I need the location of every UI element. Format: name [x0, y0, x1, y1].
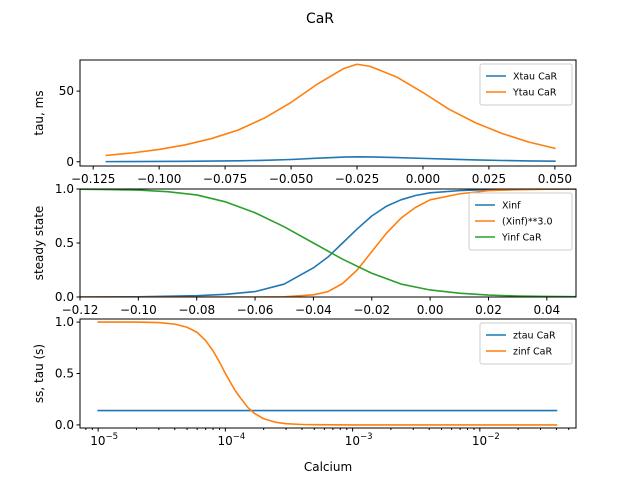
- series-line-xinf: [80, 189, 576, 297]
- axes-frame: [79, 59, 577, 167]
- y-tick-label: 1.0: [55, 182, 74, 196]
- x-tick-label: −0.025: [335, 172, 379, 186]
- figure-title: CaR: [306, 11, 334, 27]
- subplot-2: −0.12 −0.10 −0.08 −0.06 −0.04 −0.02 0.00 0.02 0.…: [32, 182, 577, 317]
- y-axis-label: tau, ms: [32, 90, 46, 135]
- legend: ztau CaR zinf CaR: [479, 322, 573, 365]
- x-tick-label: 10−3: [345, 432, 373, 448]
- legend-label: ztau CaR: [513, 331, 556, 342]
- plots: −0.125 −0.100 −0.075 −0.050 −0.025 0.000 0.025…: [32, 59, 577, 474]
- x-tick-label: −0.08: [178, 303, 215, 317]
- legend-label: Ytau CaR: [512, 88, 557, 99]
- y-axis-label: ss, tau (s): [32, 344, 46, 403]
- legend-box: [479, 322, 573, 365]
- legend-label: Yinf CaR: [501, 233, 542, 244]
- x-tick-label: −0.12: [62, 303, 99, 317]
- x-tick-label: −0.04: [295, 303, 332, 317]
- y-tick-label: 1.0: [55, 315, 74, 329]
- x-tick-label: −0.02: [353, 303, 390, 317]
- x-tick-label: 10−5: [90, 432, 118, 448]
- y-tick-label: 0.0: [55, 290, 74, 304]
- subplot-1: −0.125 −0.100 −0.075 −0.050 −0.025 0.000 0.025…: [32, 59, 577, 186]
- y-tick-label: 0.5: [55, 367, 74, 381]
- x-tick-label: 10−2: [472, 432, 500, 448]
- series-line-zinf-car: [97, 321, 558, 426]
- y-tick-label: 0.5: [55, 236, 74, 250]
- x-tick-label: −0.06: [237, 303, 274, 317]
- legend-label: Xinf: [502, 201, 521, 212]
- legend: Xtau CaR Ytau CaR: [479, 63, 573, 106]
- legend-label: zinf CaR: [513, 347, 552, 358]
- y-tick-label: 50: [59, 84, 74, 98]
- x-tick-label: −0.125: [71, 172, 115, 186]
- y-tick-label: 0.0: [55, 418, 74, 432]
- x-tick-label: 0.00: [417, 303, 444, 317]
- x-tick-label: 0.050: [538, 172, 572, 186]
- x-tick-label: −0.100: [137, 172, 181, 186]
- y-tick-label: 0: [66, 155, 74, 169]
- legend: Xinf (Xinf)**3.0 Yinf CaR: [468, 192, 573, 251]
- legend-label: (Xinf)**3.0: [502, 217, 553, 228]
- series-line-ytau-car: [105, 63, 556, 157]
- x-tick-label: −0.050: [269, 172, 313, 186]
- x-axis-label: Calcium: [304, 460, 352, 474]
- x-tick-label: 10−4: [217, 432, 245, 448]
- x-tick-label: 0.04: [533, 303, 560, 317]
- legend-label: Xtau CaR: [513, 72, 558, 83]
- x-tick-label: 0.02: [475, 303, 502, 317]
- legend-box: [479, 63, 573, 106]
- x-tick-label: 0.025: [472, 172, 506, 186]
- y-axis-label: steady state: [32, 206, 46, 281]
- x-tick-label: −0.075: [203, 172, 247, 186]
- series-line-yinf-car: [80, 189, 576, 297]
- legend-box: [468, 192, 573, 251]
- x-tick-label: 0.000: [406, 172, 440, 186]
- subplot-3: 10−5 10−4 10−3 10−2 0.0 0.5 1.0 ss, tau (s) Calc…: [32, 315, 577, 474]
- series-line-xtau-car: [105, 156, 556, 163]
- x-tick-label: −0.10: [120, 303, 157, 317]
